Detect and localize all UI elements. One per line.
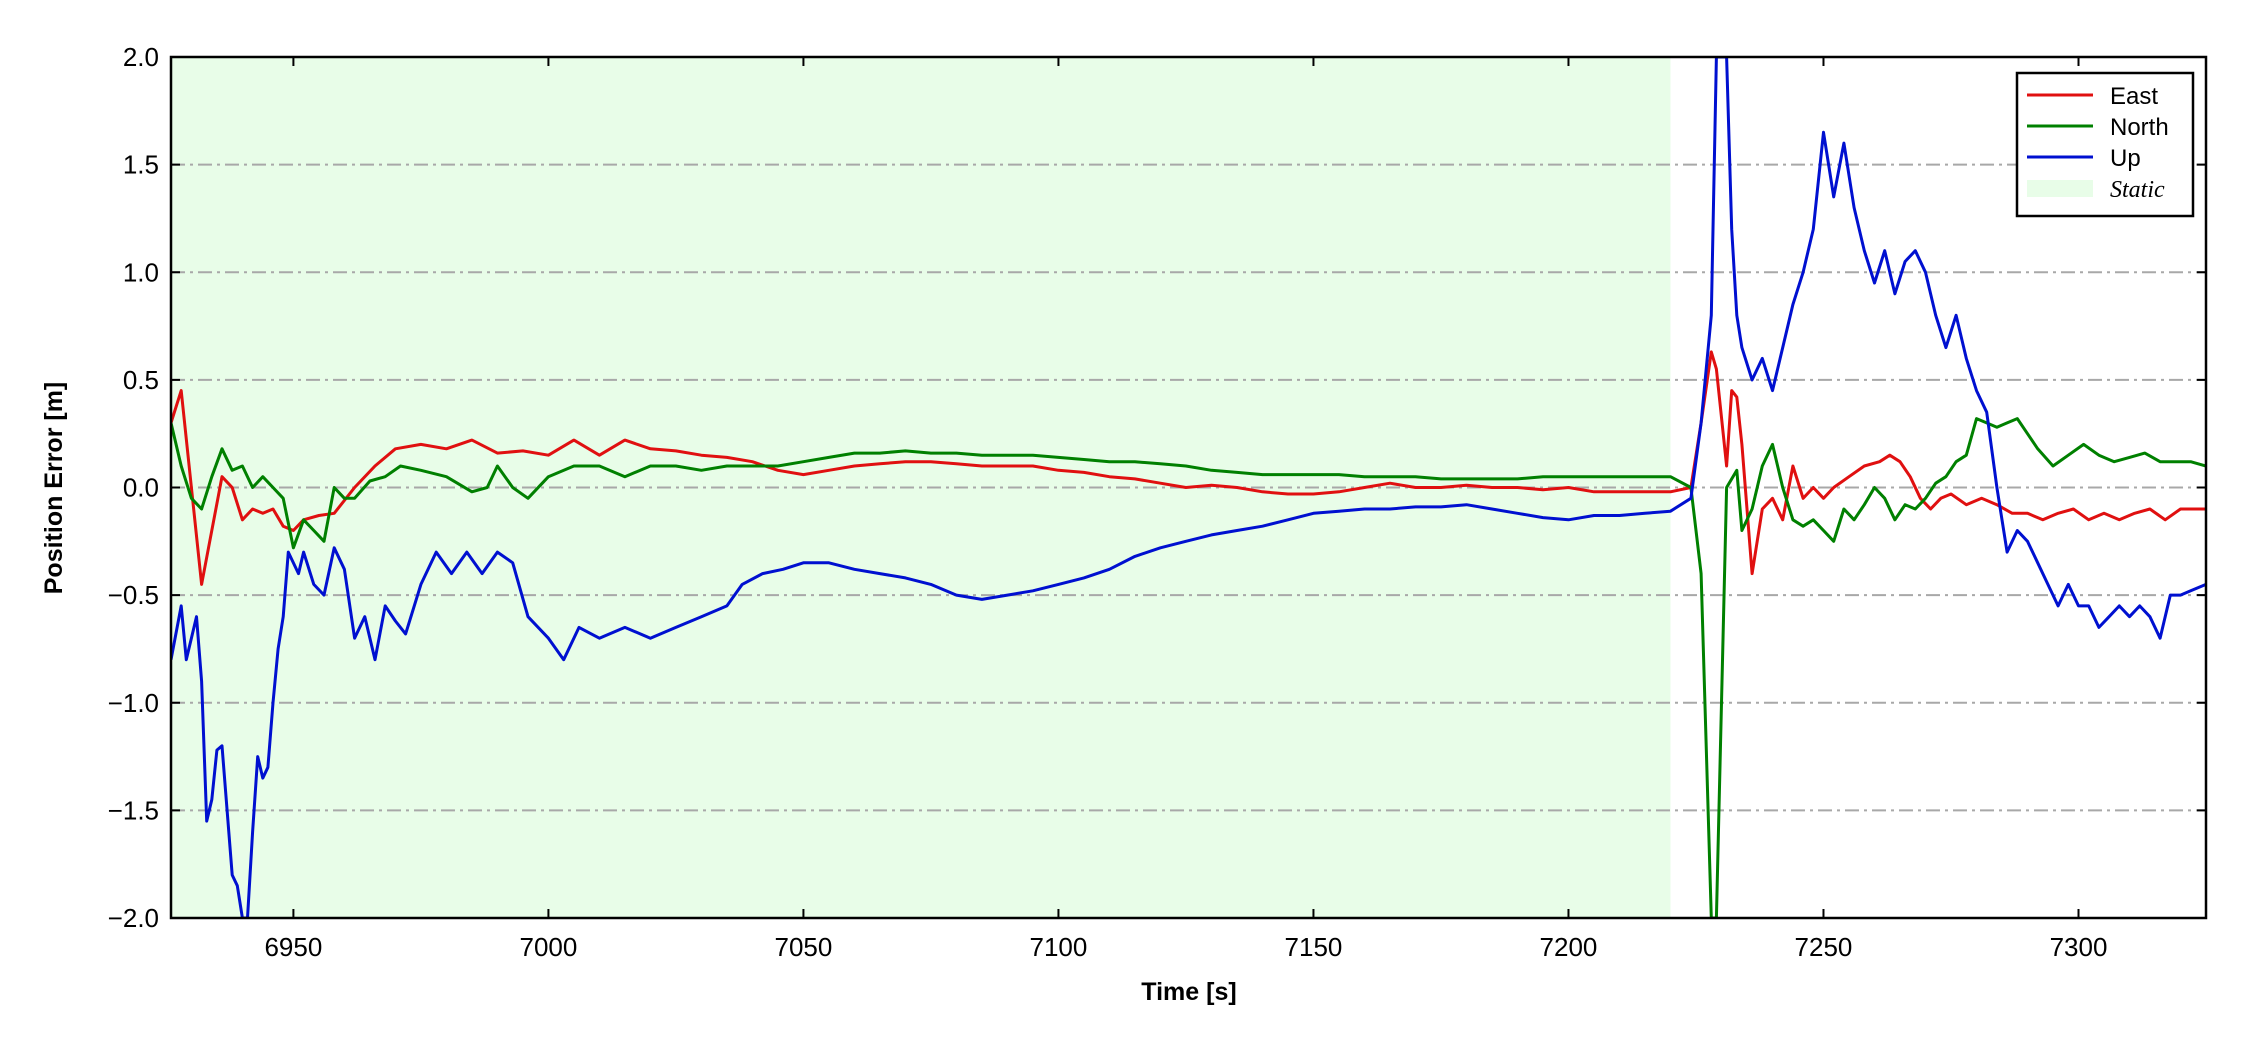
y-tick-label: −2.0 (108, 903, 159, 933)
x-tick-label: 7200 (1540, 932, 1598, 962)
x-tick-label: 6950 (264, 932, 322, 962)
x-tick-label: 7000 (519, 932, 577, 962)
x-tick-label: 7050 (775, 932, 833, 962)
legend-swatch-static (2027, 180, 2093, 197)
x-tick-label: 7150 (1285, 932, 1343, 962)
series-line-east (171, 350, 2206, 586)
y-tick-label: 1.5 (123, 150, 159, 180)
y-tick-label: 1.0 (123, 257, 159, 287)
y-axis-title: Position Error [m] (40, 382, 68, 595)
y-tick-label: 2.0 (123, 42, 159, 72)
legend-label-east: East (2110, 83, 2158, 110)
x-tick-label: 7300 (2050, 932, 2108, 962)
y-tick-label: 0.5 (123, 365, 159, 395)
y-tick-label: −0.5 (108, 580, 159, 610)
series-line-north (171, 417, 2206, 918)
x-tick-label: 7100 (1030, 932, 1088, 962)
series-line-up (171, 57, 2206, 918)
y-tick-label: −1.5 (108, 795, 159, 825)
x-tick-label: 7250 (1795, 932, 1853, 962)
y-tick-label: 0.0 (123, 473, 159, 503)
legend-label-static: Static (2110, 177, 2165, 203)
y-tick-label: −1.0 (108, 688, 159, 718)
legend-label-north: North (2110, 114, 2169, 141)
legend: East North Up Static (2015, 71, 2195, 218)
x-axis-title: Time [s] (1141, 978, 1236, 1006)
legend-label-up: Up (2110, 145, 2141, 172)
